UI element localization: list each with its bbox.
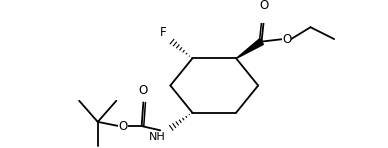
Text: O: O xyxy=(260,0,269,12)
Text: O: O xyxy=(118,120,128,133)
Text: NH: NH xyxy=(149,132,165,142)
Text: F: F xyxy=(160,26,167,39)
Text: O: O xyxy=(139,83,148,96)
Polygon shape xyxy=(236,39,263,58)
Text: O: O xyxy=(282,33,291,46)
